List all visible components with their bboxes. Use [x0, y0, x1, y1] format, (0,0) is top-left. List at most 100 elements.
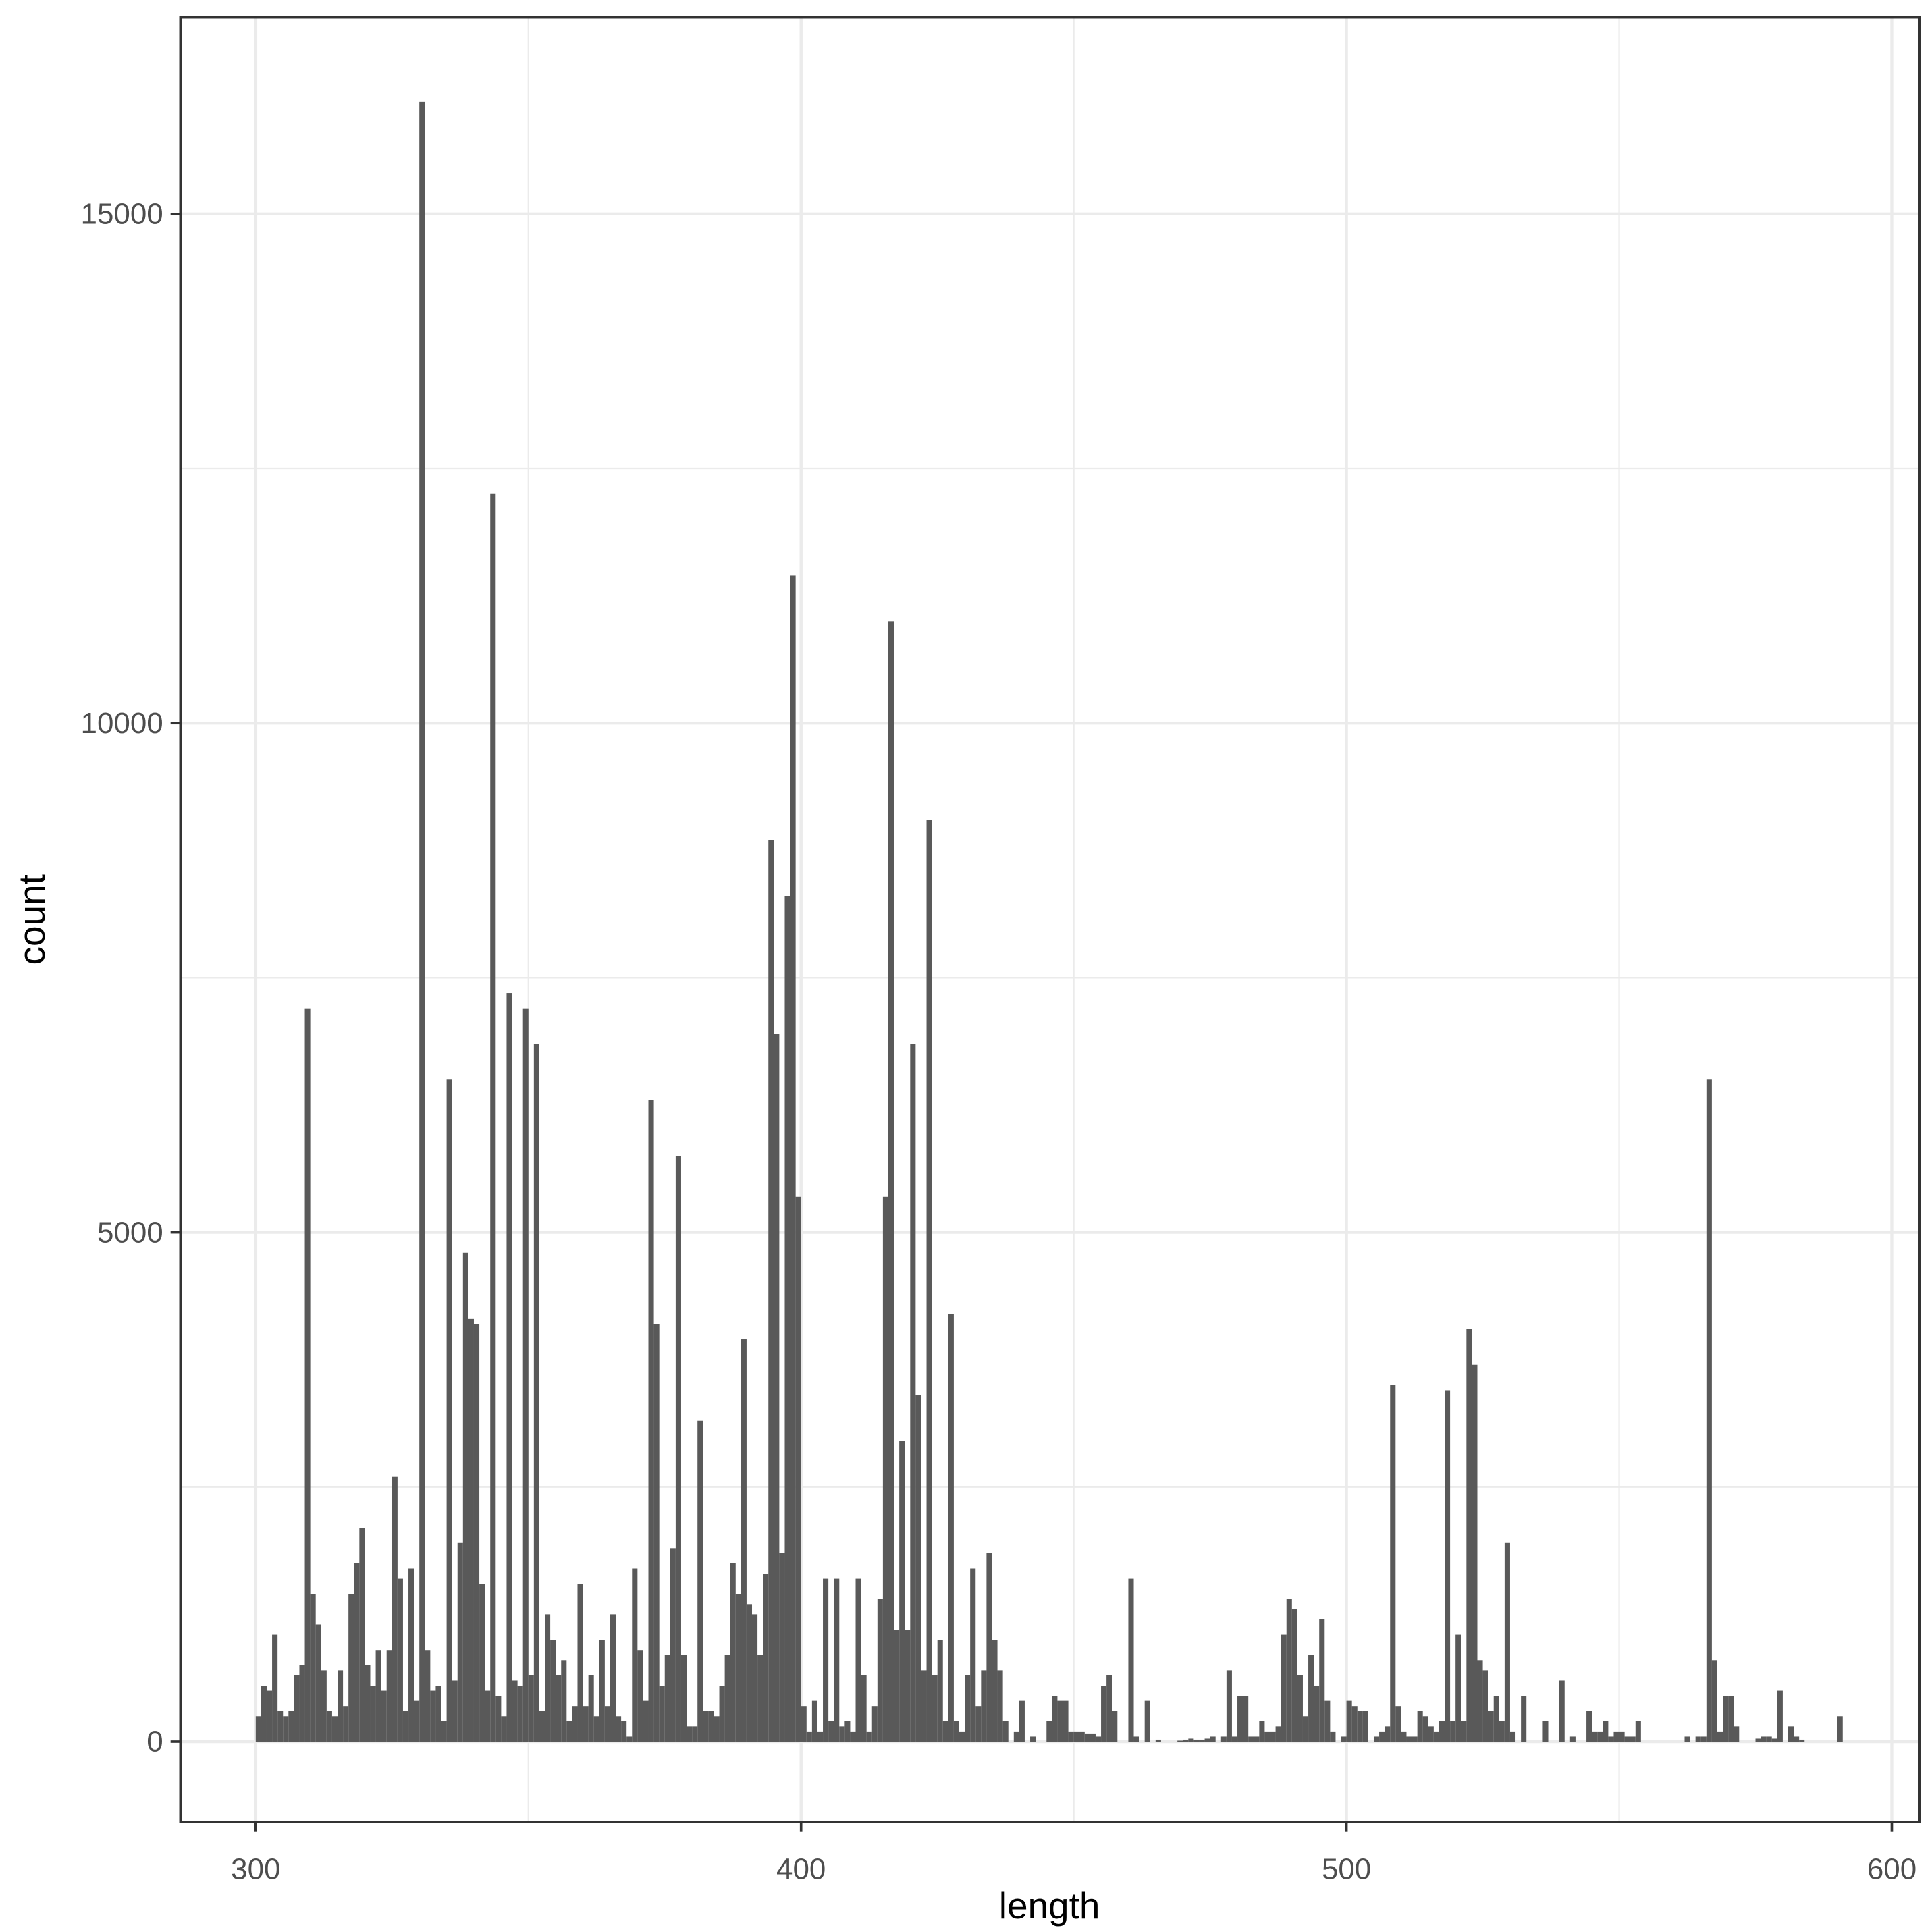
bar [1199, 1739, 1205, 1742]
bar [1302, 1716, 1309, 1742]
bar [304, 1008, 311, 1742]
x-tick-label: 500 [1322, 1852, 1371, 1885]
bar [1717, 1731, 1723, 1742]
bar [1559, 1680, 1565, 1742]
bar [1079, 1731, 1085, 1742]
bar [1597, 1731, 1603, 1742]
bar [354, 1563, 360, 1742]
bar [926, 820, 932, 1742]
bar [703, 1711, 709, 1742]
y-axis-title: count [11, 874, 53, 965]
bar [1613, 1731, 1619, 1742]
bar [970, 1568, 976, 1742]
bar [932, 1675, 938, 1742]
bar [386, 1650, 392, 1742]
bar [425, 1650, 431, 1742]
bar [533, 1044, 539, 1742]
bar [419, 101, 425, 1742]
bar [779, 1553, 785, 1742]
bar [697, 1420, 703, 1742]
bar [648, 1100, 654, 1742]
bar [485, 1690, 491, 1742]
bar [402, 1711, 409, 1742]
bar [414, 1700, 420, 1742]
bar [1401, 1731, 1407, 1742]
bar [1619, 1731, 1625, 1742]
bar [1711, 1660, 1717, 1742]
bar [1248, 1736, 1254, 1742]
bars [255, 101, 1843, 1742]
bar [844, 1721, 851, 1742]
bar [1155, 1739, 1161, 1742]
bar [616, 1716, 622, 1742]
bar [392, 1476, 398, 1742]
bar [528, 1675, 534, 1742]
bar [1706, 1079, 1712, 1742]
bar [441, 1721, 447, 1742]
bar [1351, 1706, 1358, 1742]
bar [1608, 1736, 1614, 1742]
y-tick-label: 0 [146, 1725, 163, 1759]
bar [1270, 1731, 1276, 1742]
bar [1052, 1696, 1058, 1742]
x-axis-title: length [999, 1885, 1100, 1927]
bar [1193, 1739, 1200, 1742]
bar [1412, 1736, 1418, 1742]
bar [1264, 1731, 1270, 1742]
bar [1259, 1721, 1265, 1742]
bar [790, 575, 796, 1742]
y-tick-label: 5000 [97, 1216, 163, 1249]
bar [370, 1686, 376, 1742]
bar [326, 1711, 332, 1742]
bar [953, 1721, 960, 1742]
bar [583, 1706, 589, 1742]
bar [1794, 1736, 1800, 1742]
bar [446, 1079, 452, 1742]
bar [1297, 1675, 1303, 1742]
bar [1286, 1599, 1292, 1742]
bar [1314, 1686, 1320, 1742]
bar [687, 1726, 693, 1742]
bar [1728, 1696, 1734, 1742]
bar [272, 1634, 278, 1742]
bar [1521, 1696, 1527, 1742]
bar [692, 1726, 698, 1742]
bar [1493, 1696, 1499, 1742]
bar [1509, 1731, 1516, 1742]
bar [430, 1690, 436, 1742]
bar [1101, 1686, 1107, 1742]
bar [1291, 1609, 1297, 1742]
bar [457, 1542, 463, 1742]
bar [1433, 1731, 1439, 1742]
bar [664, 1655, 670, 1742]
bar [1734, 1726, 1740, 1742]
bar [1330, 1731, 1336, 1742]
bar [1700, 1736, 1707, 1742]
bar [604, 1706, 610, 1742]
bar [986, 1553, 992, 1742]
bar [288, 1711, 294, 1742]
bar [915, 1395, 921, 1742]
bar [905, 1630, 911, 1742]
bar [1063, 1700, 1069, 1742]
bar [1319, 1619, 1325, 1742]
bar [348, 1594, 354, 1742]
bar [768, 840, 774, 1742]
bar [806, 1731, 812, 1742]
bar [1341, 1736, 1347, 1742]
bar [1624, 1736, 1630, 1742]
bar [1472, 1364, 1478, 1742]
bar [261, 1686, 267, 1742]
bar [811, 1700, 817, 1742]
bar [774, 1034, 780, 1742]
bar [1324, 1700, 1331, 1742]
bar [599, 1640, 605, 1742]
bar [331, 1716, 338, 1742]
bar [522, 1008, 529, 1742]
bar [1586, 1711, 1592, 1742]
bar [506, 993, 512, 1742]
bar [1095, 1736, 1102, 1742]
bar [572, 1706, 578, 1742]
bar [266, 1690, 273, 1742]
